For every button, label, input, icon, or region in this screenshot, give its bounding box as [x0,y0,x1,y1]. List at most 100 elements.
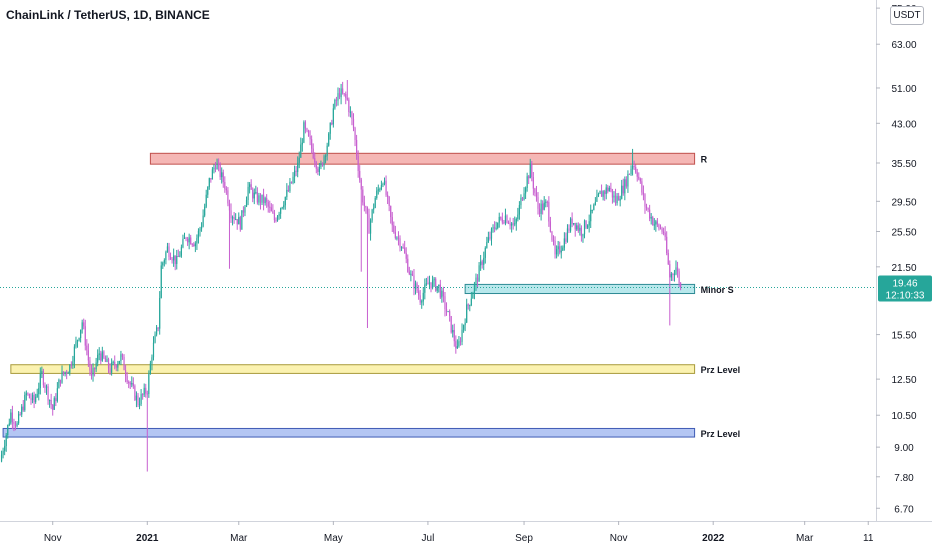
candle-body [360,179,362,190]
candle-up [258,192,260,206]
candle-body [512,223,514,225]
candle-body [390,205,392,218]
candle-up [475,273,477,291]
candle-up [208,177,210,190]
time-tick-label: 2022 [702,533,725,544]
candle-down [66,369,68,380]
candle-body [391,217,393,226]
candle-body [380,185,383,190]
candle-body [411,273,414,276]
candle-body [605,187,607,194]
candle-down [124,364,127,383]
candle-body [602,191,604,197]
candle-down [635,164,637,174]
candle-up [593,203,595,211]
candle-up [247,181,249,206]
candle-up [41,366,43,379]
candle-up [97,349,99,367]
candle-body [92,367,94,376]
zone-box [149,152,696,165]
candle-down [538,203,541,217]
candle-down [270,203,272,212]
candle-down [667,249,669,266]
candle-up [576,222,578,231]
candle-up [529,158,531,179]
candle-body [280,208,282,214]
candle-up [473,281,476,300]
candle-body [596,195,598,202]
candle-up [379,187,381,193]
candle-up [264,196,266,206]
candle-body [152,342,155,358]
candle-up [619,195,621,207]
candle-body [624,179,626,194]
candle-body [408,271,410,275]
candle-body [292,176,294,183]
currency-button[interactable]: USDT [890,6,924,25]
candle-body [230,210,232,219]
candle-up [498,212,500,228]
candle-body [438,284,440,287]
candle-body [591,209,593,211]
candle-up [483,251,485,271]
candle-up [438,284,440,293]
candle-up [148,370,150,398]
candle-down [528,175,530,185]
candle-body [103,351,105,358]
candle-body [614,195,617,204]
candle-body [569,218,572,231]
candle-down [335,96,338,107]
candle-down [171,257,173,264]
candle-up [180,244,183,258]
candle-body [582,234,584,237]
candle-body [346,97,348,100]
symbol-title[interactable]: ChainLink / TetherUS, 1D, BINANCE [6,8,210,22]
candle-body [379,189,381,191]
candle-down [585,220,587,230]
candle-body [495,228,497,230]
candle-body [549,221,552,232]
candle-down [315,160,317,174]
time-tick-label: Jul [422,533,435,544]
candle-body [573,223,575,225]
candle-body [218,164,220,166]
candle-body [388,196,390,206]
candle-down [348,97,350,117]
candle-up [456,339,458,349]
candle-body [311,139,313,149]
candle-body [525,187,527,194]
time-axis[interactable]: Nov 2021 Mar May Jul Sep Nov 2022 Mar 11 [44,521,874,544]
candle-body [627,173,629,187]
candle-body [112,361,114,363]
zone-label: Prz Level [701,365,741,375]
candle-down [366,206,369,329]
candle-down [190,234,192,245]
candle-body [628,173,631,175]
candle-down [129,381,131,390]
candle-up [238,212,240,225]
candle-body [441,290,443,298]
candle-body [11,412,14,422]
candle-up [204,203,206,218]
candle-body [303,122,305,143]
candle-body [480,261,482,266]
candle-body [24,395,26,411]
candle-body [262,194,265,204]
candle-down [662,227,665,236]
zone-labels-layer: R Minor S Prz Level Prz Level [701,155,741,439]
candle-body [552,239,555,241]
candle-down [360,177,362,272]
candle-up [590,204,592,228]
candle-body [239,217,241,230]
candle-body [574,223,576,230]
candle-down [100,350,102,365]
candle-body [647,208,649,210]
candle-down [521,196,524,202]
candle-body [542,203,544,210]
candle-down [365,205,367,214]
candle-body [90,370,93,376]
candle-body [169,256,172,260]
candle-body [565,238,567,242]
candle-body [52,404,54,410]
